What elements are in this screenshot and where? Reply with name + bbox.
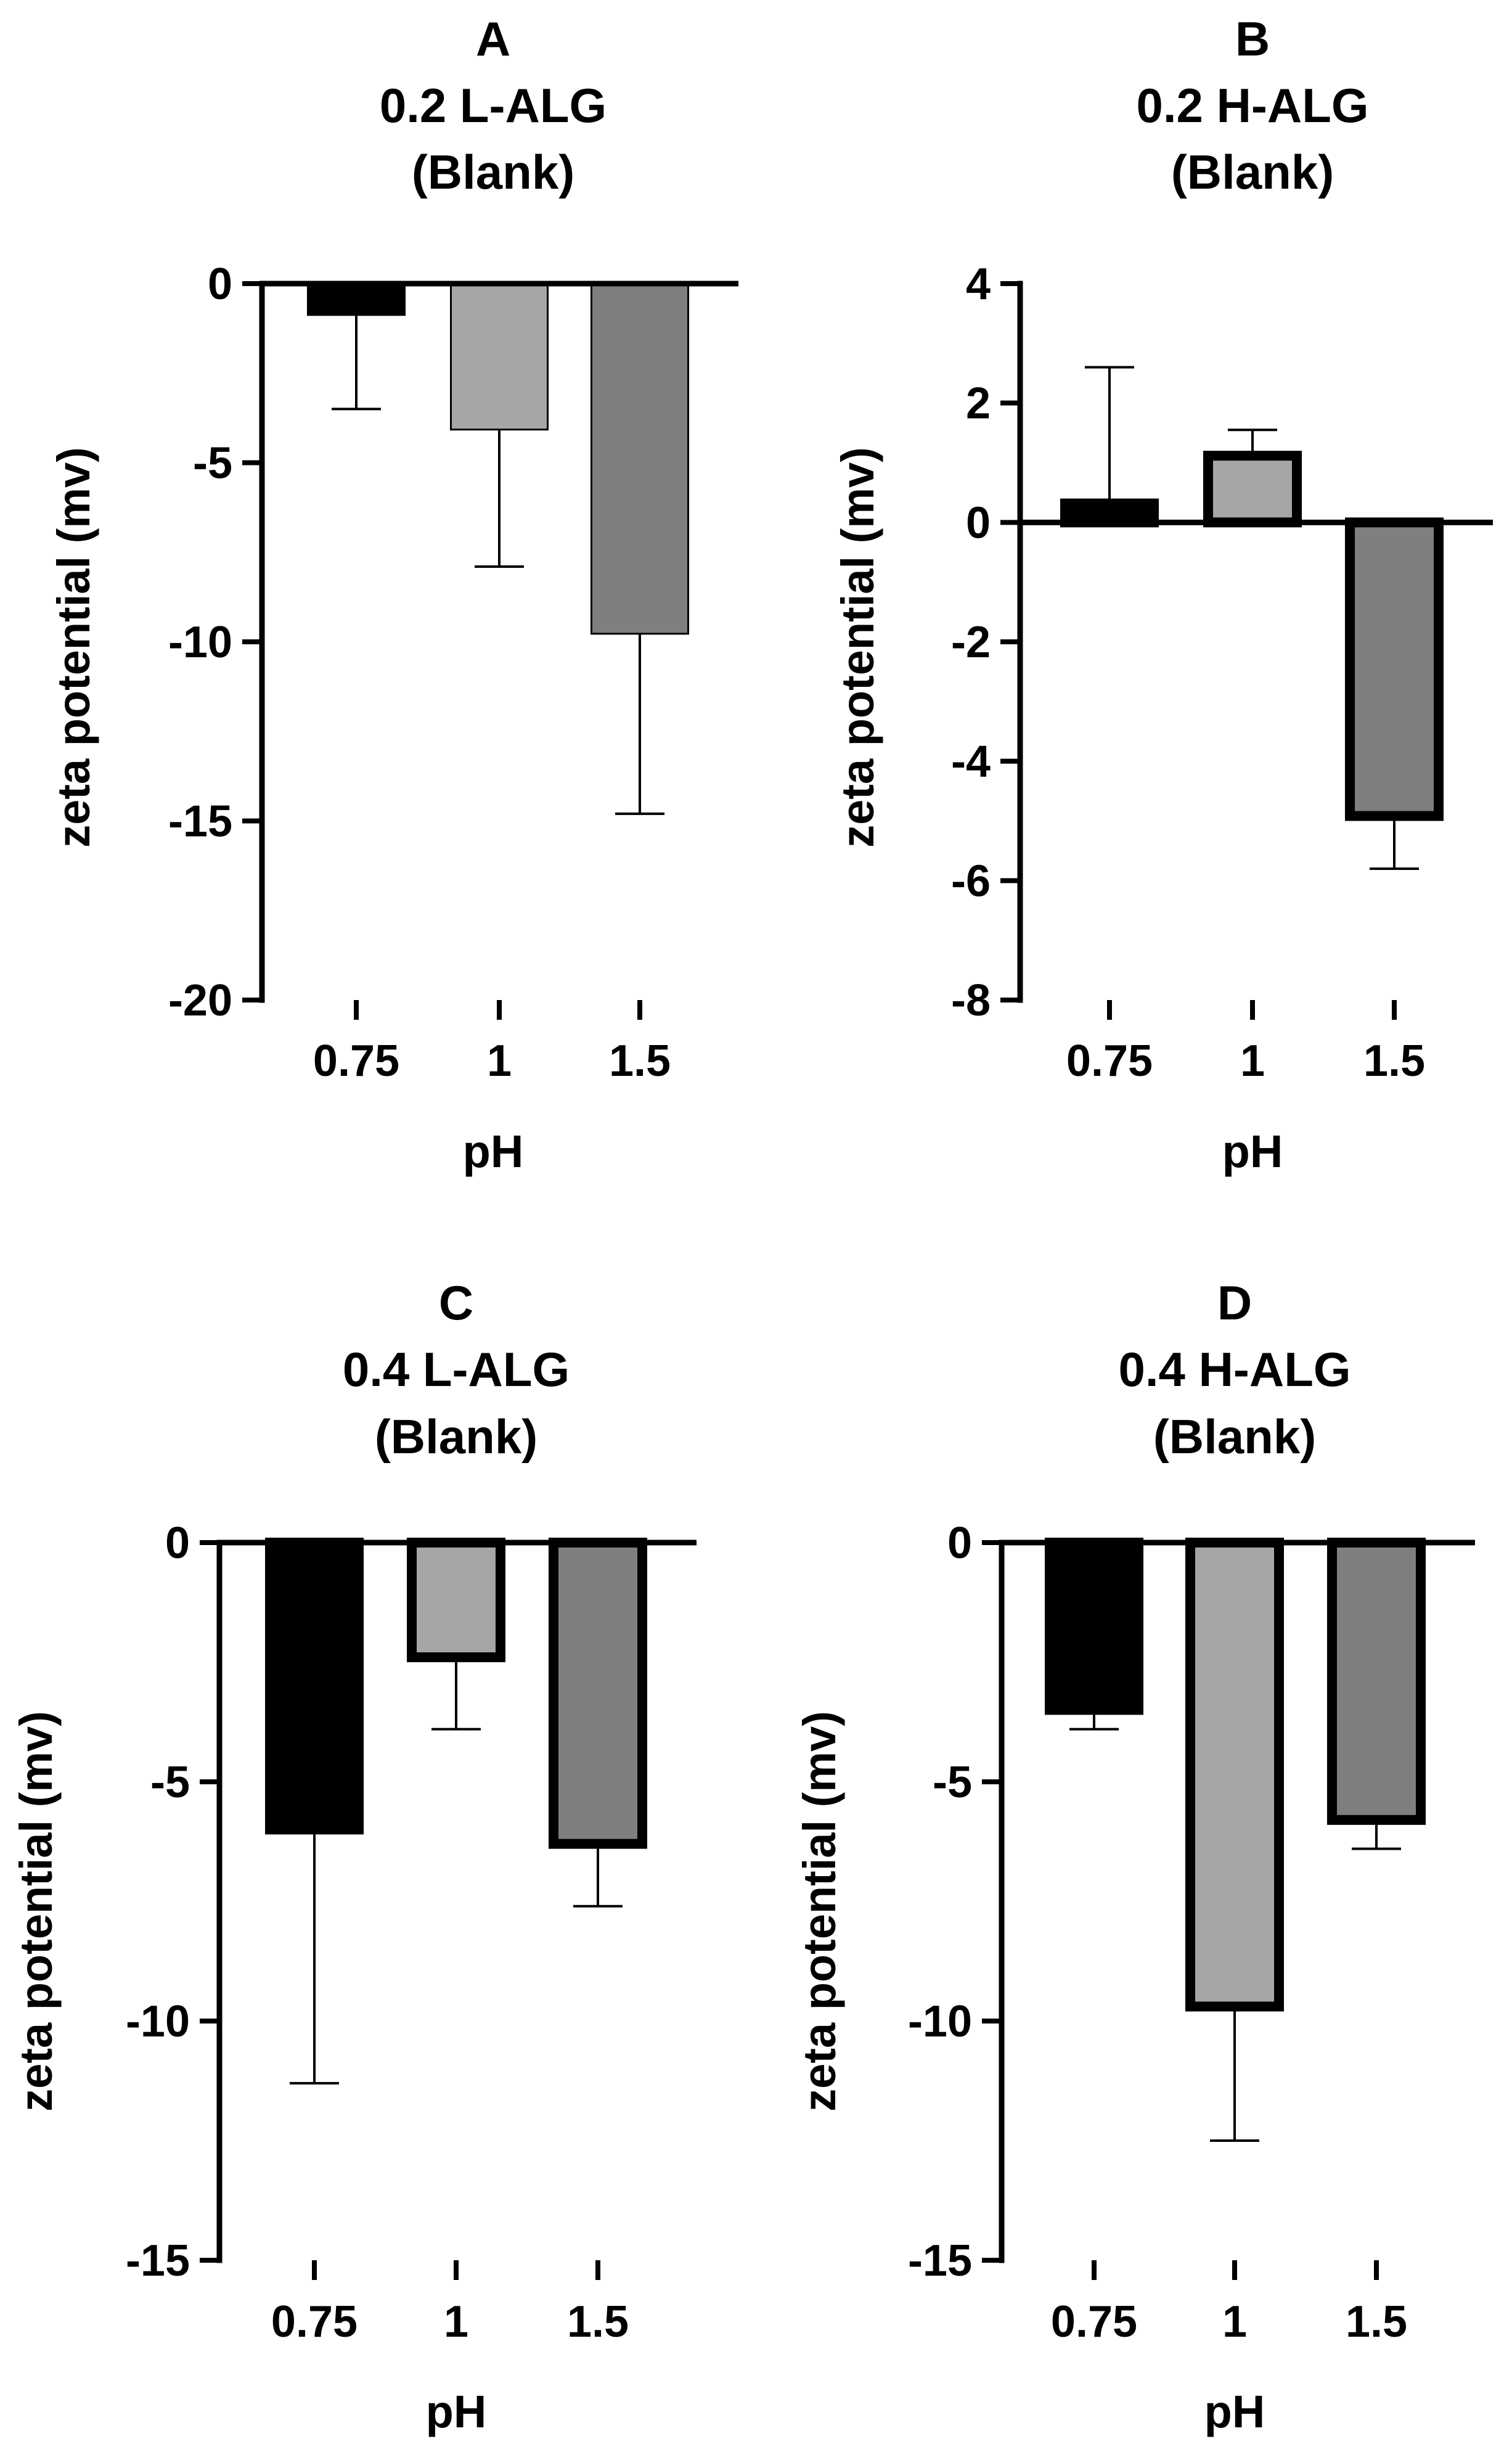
panel-d-ytick-label-0: 0 xyxy=(947,1519,972,1568)
panel-c-xlabel: pH xyxy=(426,2386,487,2437)
panel-d-subtitle: (Blank) xyxy=(1153,1409,1316,1464)
panel-a-title: 0.2 L-ALG xyxy=(380,78,607,133)
panel-d-xtick-label-0: 0.75 xyxy=(1051,2297,1137,2347)
panel-d-title: 0.4 H-ALG xyxy=(1118,1342,1351,1396)
panel-c: C 0.4 L-ALG (Blank) 0 -5 -10 -15 0.75 1 1.5 pH… xyxy=(10,1276,697,2437)
panel-b-xlabel: pH xyxy=(1222,1126,1283,1177)
panel-a-ytick-label-0: 0 xyxy=(208,260,232,309)
panel-c-bar-2 xyxy=(549,1538,647,1849)
panel-a-bar-2 xyxy=(590,282,689,635)
panel-a-bar-0 xyxy=(307,282,406,316)
panel-a-xtick-label-1: 1 xyxy=(487,1036,512,1086)
panel-b-title: 0.2 H-ALG xyxy=(1136,78,1368,133)
panel-c-ytick-label-0: 0 xyxy=(165,1519,190,1568)
panel-d-xtick-label-1: 1 xyxy=(1222,2297,1247,2347)
panel-c-ytick-label-3: -15 xyxy=(126,2236,190,2286)
panel-d-plot: 0 -5 -10 -15 0.75 1 1.5 xyxy=(908,1519,1475,2347)
panel-c-subtitle: (Blank) xyxy=(375,1409,537,1464)
panel-a-bar-1 xyxy=(450,282,549,431)
panel-b-ytick-label-5: -6 xyxy=(951,856,991,906)
panel-c-xtick-label-2: 1.5 xyxy=(567,2297,629,2347)
panel-c-title: 0.4 L-ALG xyxy=(343,1342,570,1396)
panel-b-ytick-label-3: -2 xyxy=(951,618,991,667)
panel-c-bar-1 xyxy=(407,1538,505,1662)
panel-c-xtick-label-1: 1 xyxy=(444,2297,468,2347)
panel-a-ytick-label-4: -20 xyxy=(168,976,232,1025)
panel-c-xtick-label-0: 0.75 xyxy=(271,2297,358,2347)
panel-b-ytick-label-0: 4 xyxy=(966,260,991,309)
panel-a-ytick-label-2: -10 xyxy=(168,618,232,667)
panel-b-subtitle: (Blank) xyxy=(1171,145,1334,199)
panel-c-ytick-label-1: -5 xyxy=(150,1758,190,1807)
panel-d-ytick-label-1: -5 xyxy=(933,1758,972,1807)
panel-b-ytick-label-1: 2 xyxy=(966,379,991,428)
panel-d: D 0.4 H-ALG (Blank) 0 -5 -10 -15 0.75 1 1.5 pH… xyxy=(794,1276,1475,2437)
panel-c-letter: C xyxy=(439,1276,473,1330)
panel-b-xtick-label-0: 0.75 xyxy=(1066,1036,1153,1086)
panel-b-ytick-label-6: -8 xyxy=(951,976,991,1025)
panel-c-ylabel: zeta potential (mv) xyxy=(10,1711,62,2112)
panel-d-xtick-label-2: 1.5 xyxy=(1346,2297,1407,2347)
panel-a-ytick-label-1: -5 xyxy=(193,439,232,488)
panel-b-plot: 4 2 0 -2 -4 -6 -8 0.75 1 1.5 xyxy=(951,260,1493,1086)
panel-a-subtitle: (Blank) xyxy=(412,145,574,199)
panel-a-ytick-label-3: -15 xyxy=(168,797,232,847)
panel-a-letter: A xyxy=(476,12,510,66)
panel-c-ytick-label-2: -10 xyxy=(126,1997,190,2046)
panel-b-xtick-label-1: 1 xyxy=(1240,1036,1265,1086)
panel-a-plot: 0 -5 -10 -15 -20 0.75 1 1.5 xyxy=(168,260,738,1086)
panel-a-xtick-label-2: 1.5 xyxy=(609,1036,671,1086)
panel-b-bar-1 xyxy=(1203,451,1302,528)
panel-a-ylabel: zeta potential (mv) xyxy=(48,447,99,848)
panel-b-ylabel: zeta potential (mv) xyxy=(832,447,883,848)
panel-b-ytick-label-2: 0 xyxy=(966,498,991,547)
panel-d-ylabel: zeta potential (mv) xyxy=(794,1711,845,2112)
panel-c-plot: 0 -5 -10 -15 0.75 1 1.5 xyxy=(126,1519,697,2347)
panel-d-letter: D xyxy=(1217,1276,1252,1330)
panel-d-ytick-label-2: -10 xyxy=(908,1997,972,2046)
panel-d-bar-2 xyxy=(1327,1538,1426,1825)
panel-d-bar-0 xyxy=(1045,1538,1143,1715)
panel-b-bar-0 xyxy=(1060,498,1159,528)
panel-b-xtick-label-2: 1.5 xyxy=(1363,1036,1425,1086)
panel-d-bar-1 xyxy=(1185,1538,1284,2012)
panel-b-letter: B xyxy=(1235,12,1270,66)
panel-d-xlabel: pH xyxy=(1204,2386,1265,2437)
panel-c-bar-0 xyxy=(265,1538,364,1835)
panel-b: B 0.2 H-ALG (Blank) 420-2-4-6-80.75 1 1.5 … xyxy=(832,12,1493,1177)
panel-a: A 0.2 L-ALG (Blank) 0 -5 -10 -15 -20 0.75 1 1.5… xyxy=(48,12,738,1177)
panel-b-bar-2 xyxy=(1345,517,1444,821)
panel-a-xtick-label-0: 0.75 xyxy=(313,1036,399,1086)
panel-d-ytick-label-3: -15 xyxy=(908,2236,972,2286)
panel-b-ytick-label-4: -4 xyxy=(951,737,991,787)
panel-a-xlabel: pH xyxy=(463,1126,524,1177)
